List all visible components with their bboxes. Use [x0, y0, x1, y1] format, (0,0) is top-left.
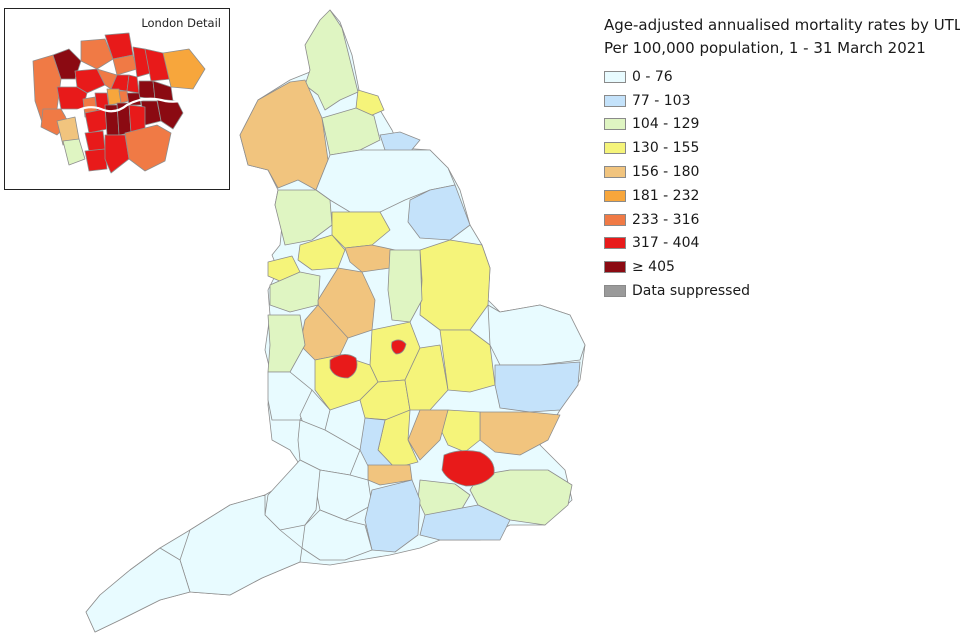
map-region: [407, 409, 449, 461]
map-region: [441, 450, 495, 487]
map-region: [487, 304, 586, 366]
legend-label: 77 - 103: [632, 92, 691, 109]
legend-item: 317 - 404: [604, 232, 956, 256]
legend-label: 0 - 76: [632, 68, 673, 85]
borough: [126, 92, 142, 106]
borough: [84, 108, 108, 134]
legend-item: 233 - 316: [604, 208, 956, 232]
legend-swatch: [604, 142, 626, 155]
legend-swatch: [604, 94, 626, 107]
map-region: [301, 509, 373, 561]
legend-items: 0 - 76 77 - 103 104 - 129 130 - 155 156 - 18…: [604, 65, 956, 303]
map-region: [469, 469, 573, 526]
map-region: [274, 189, 333, 246]
map-region: [494, 361, 581, 413]
legend-item: Data suppressed: [604, 279, 956, 303]
legend-swatch: [604, 213, 626, 226]
legend-swatch: [604, 237, 626, 250]
borough: [56, 86, 88, 110]
legend-label: 156 - 180: [632, 164, 700, 181]
map-region: [379, 131, 421, 153]
borough: [138, 80, 156, 100]
map-region: [355, 89, 385, 117]
legend-swatch: [604, 118, 626, 131]
borough: [80, 38, 114, 70]
london-inset-map: [32, 32, 206, 174]
legend-label: 130 - 155: [632, 140, 700, 157]
map-title: Age-adjusted annualised mortality rates …: [604, 16, 960, 34]
borough: [124, 124, 172, 172]
borough: [62, 138, 86, 166]
legend-item: 156 - 180: [604, 160, 956, 184]
borough: [84, 148, 108, 172]
map-region: [479, 411, 561, 456]
inset-title: London Detail: [141, 16, 221, 30]
legend-item: ≥ 405: [604, 255, 956, 279]
borough: [112, 54, 138, 76]
london-inset: London Detail: [4, 8, 230, 190]
legend-item: 104 - 129: [604, 113, 956, 137]
map-subtitle: Per 100,000 population, 1 - 31 March 202…: [604, 39, 926, 57]
map-region: [239, 79, 329, 191]
map-region: [304, 9, 359, 111]
map-region: [419, 239, 491, 331]
borough: [162, 48, 206, 90]
legend-item: 130 - 155: [604, 136, 956, 160]
legend-item: 181 - 232: [604, 184, 956, 208]
legend-swatch: [604, 189, 626, 202]
legend-swatch: [604, 285, 626, 298]
thames-river: [65, 97, 191, 119]
legend-item: 77 - 103: [604, 89, 956, 113]
borough: [84, 130, 106, 152]
borough: [126, 74, 140, 94]
map-region: [329, 354, 358, 379]
borough: [156, 98, 184, 130]
legend-item: 0 - 76: [604, 65, 956, 89]
legend-label: 181 - 232: [632, 187, 700, 204]
map-region: [364, 479, 421, 553]
legend-swatch: [604, 166, 626, 179]
legend-label: 317 - 404: [632, 235, 700, 252]
england-map: [85, 9, 586, 633]
legend: Age-adjusted annualised mortality rates …: [604, 14, 960, 303]
legend-label: Data suppressed: [632, 283, 750, 300]
borough: [74, 68, 106, 94]
map-region: [367, 464, 413, 486]
borough: [104, 134, 130, 174]
map-region: [391, 339, 407, 355]
borough: [52, 48, 82, 80]
legend-label: 104 - 129: [632, 116, 700, 133]
legend-label: ≥ 405: [632, 259, 675, 276]
map-region: [419, 504, 511, 541]
legend-label: 233 - 316: [632, 211, 700, 228]
map-region: [85, 547, 191, 633]
map-region: [407, 184, 471, 241]
legend-swatch: [604, 261, 626, 274]
legend-swatch: [604, 70, 626, 83]
